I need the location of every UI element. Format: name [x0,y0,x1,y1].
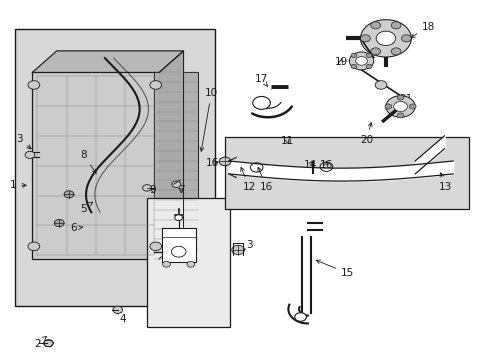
Circle shape [390,22,400,29]
Text: 4: 4 [118,310,125,324]
Text: 18: 18 [410,22,434,37]
Circle shape [25,151,35,158]
Circle shape [355,57,366,65]
Circle shape [408,104,415,109]
Circle shape [396,95,403,100]
Circle shape [366,53,371,58]
Bar [32,72,159,259]
Text: 3: 3 [241,239,252,250]
Polygon shape [161,228,195,262]
Text: 12: 12 [240,167,256,192]
Text: 5: 5 [80,202,92,214]
Text: 1: 1 [10,180,26,190]
Circle shape [43,339,53,347]
Circle shape [370,22,380,29]
Text: 16: 16 [257,167,272,192]
Circle shape [350,53,356,58]
Text: 17: 17 [254,74,267,87]
Text: 20: 20 [359,123,372,145]
Circle shape [252,96,270,109]
Circle shape [171,181,180,188]
Bar [15,30,215,306]
Circle shape [396,113,403,118]
Circle shape [390,48,400,55]
Text: 8: 8 [80,150,96,174]
Circle shape [174,215,182,221]
Circle shape [348,52,373,70]
Text: 14: 14 [303,160,316,170]
Text: 13: 13 [438,173,451,192]
Circle shape [393,102,407,112]
Circle shape [150,242,161,251]
Circle shape [219,157,230,166]
Circle shape [366,64,371,69]
Circle shape [150,81,161,89]
Polygon shape [288,305,307,323]
Text: 9: 9 [149,185,156,195]
Bar [154,72,198,259]
Bar [224,137,468,209]
Text: 2: 2 [34,337,46,348]
Text: 11: 11 [280,136,293,145]
Circle shape [28,242,40,251]
Circle shape [162,261,170,267]
Circle shape [231,245,244,255]
Circle shape [54,220,64,226]
Polygon shape [159,51,183,259]
Text: 19: 19 [334,57,347,67]
Circle shape [350,64,356,69]
Circle shape [294,313,306,321]
Circle shape [142,185,151,191]
Circle shape [385,96,414,117]
Circle shape [28,81,40,89]
Circle shape [401,35,410,42]
Text: 21: 21 [398,94,411,104]
Circle shape [374,81,386,89]
Text: 15: 15 [316,260,354,278]
Text: 3: 3 [16,134,31,149]
Polygon shape [32,51,183,72]
Polygon shape [360,20,410,57]
Circle shape [384,104,391,109]
Text: 6: 6 [70,224,82,233]
Circle shape [64,191,74,198]
Circle shape [370,48,380,55]
Bar [147,198,229,327]
Circle shape [113,306,122,314]
Circle shape [186,261,194,267]
Text: 10: 10 [200,88,218,151]
Text: 16: 16 [319,160,332,170]
Text: 16: 16 [206,158,219,168]
Text: 7: 7 [178,185,184,195]
Circle shape [360,35,369,42]
Circle shape [375,31,395,45]
